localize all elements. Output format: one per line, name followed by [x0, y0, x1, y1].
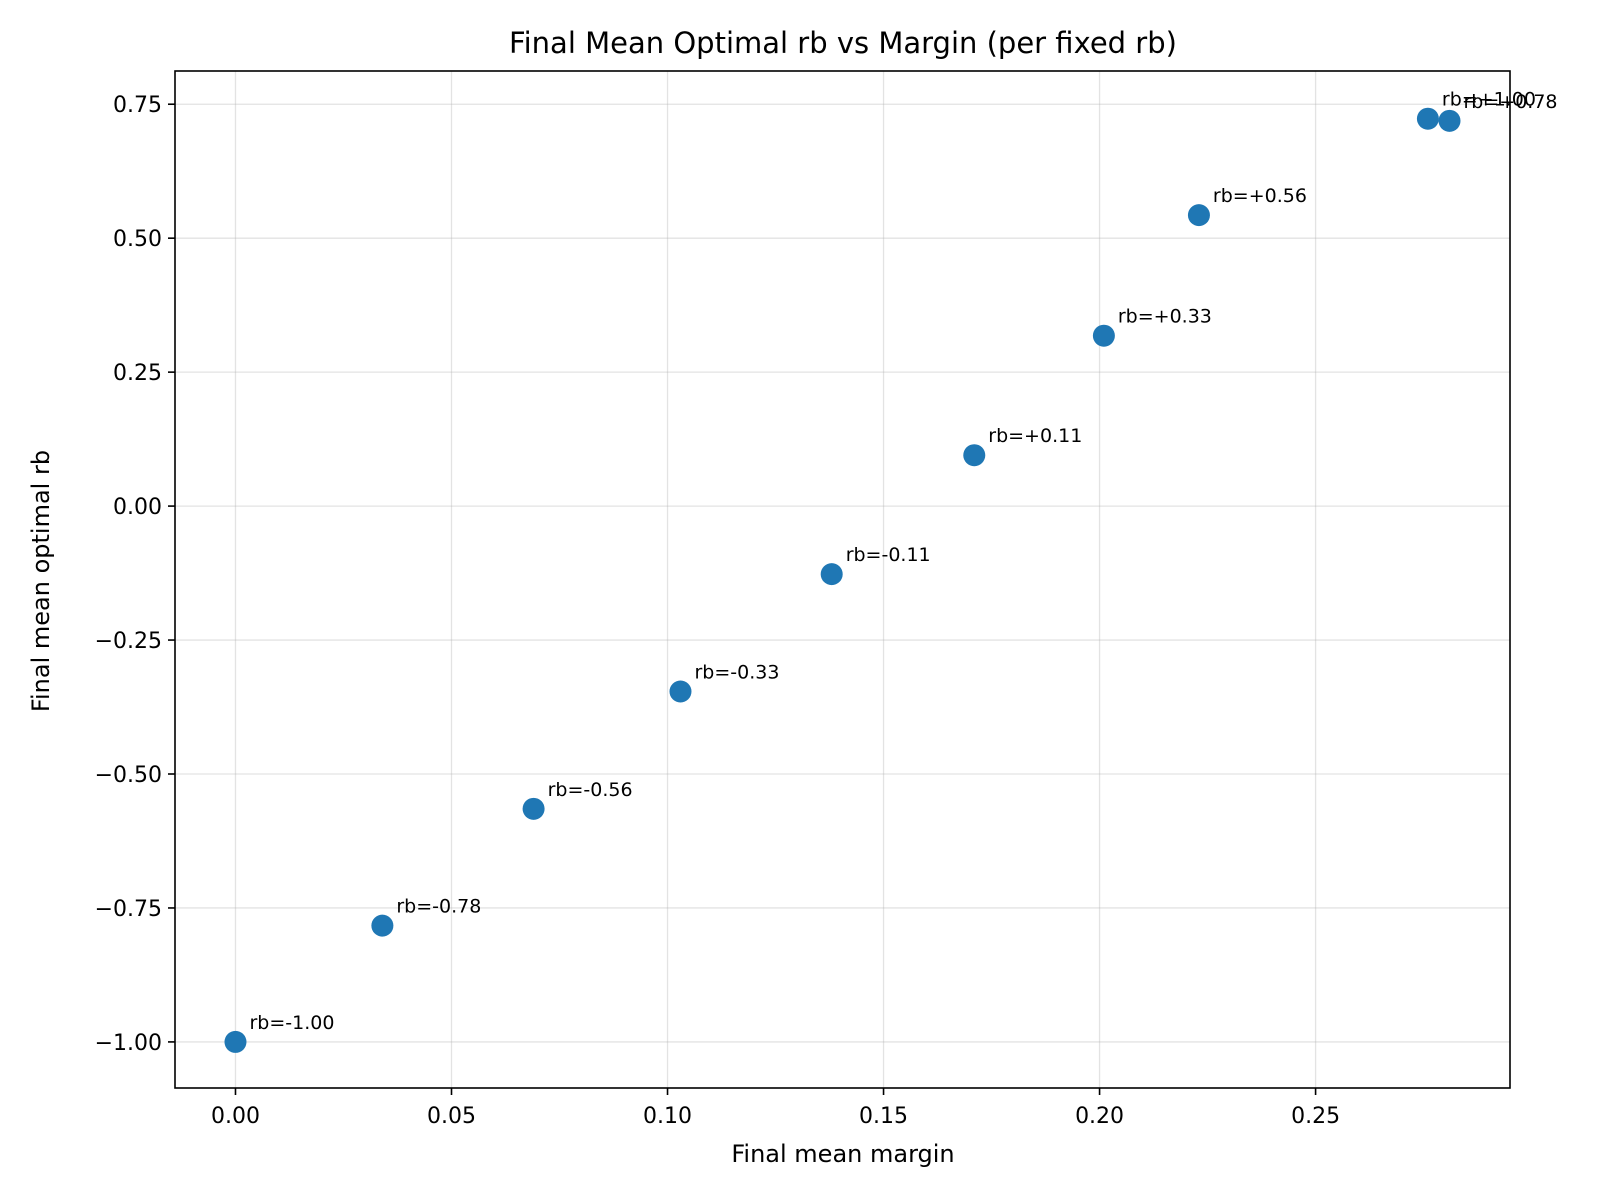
point-label: rb=-1.00	[249, 1012, 334, 1034]
x-tick-label: 0.20	[1075, 1104, 1124, 1129]
data-point	[963, 444, 986, 467]
point-label: rb=+0.56	[1213, 185, 1307, 207]
x-axis: 0.00 0.05 0.10 0.15 0.20 0.25	[211, 1088, 1340, 1129]
point-label: rb=-0.78	[396, 896, 481, 918]
point-label: rb=-0.11	[846, 544, 931, 566]
y-axis: −1.00 −0.75 −0.50 −0.25 0.00 0.25 0.50 0.75	[95, 93, 175, 1056]
y-tick-label: 0.00	[113, 495, 162, 520]
data-point	[522, 797, 545, 820]
y-tick-label: 0.25	[113, 361, 162, 386]
data-point	[1416, 107, 1439, 130]
point-label: rb=+1.00	[1442, 89, 1536, 111]
data-point	[371, 914, 394, 937]
y-tick-label: −0.50	[95, 763, 162, 788]
grid	[175, 71, 1510, 1088]
x-tick-label: 0.05	[427, 1104, 476, 1129]
x-tick-label: 0.10	[643, 1104, 692, 1129]
point-label: rb=-0.56	[548, 779, 633, 801]
data-point	[1187, 204, 1210, 227]
data-point	[820, 563, 843, 586]
y-tick-label: −1.00	[95, 1031, 162, 1056]
point-label: rb=-0.33	[694, 661, 779, 683]
x-tick-label: 0.25	[1291, 1104, 1340, 1129]
data-points	[224, 107, 1461, 1053]
x-tick-label: 0.00	[211, 1104, 260, 1129]
y-axis-label: Final mean optimal rb	[27, 450, 55, 712]
plot-frame	[174, 70, 1511, 1089]
y-tick-label: 0.50	[113, 227, 162, 252]
point-label: rb=+0.33	[1118, 306, 1212, 328]
x-tick-label: 0.15	[859, 1104, 908, 1129]
point-labels: rb=-1.00 rb=-0.78 rb=-0.56 rb=-0.33 rb=-0.11…	[249, 89, 1557, 1034]
data-point	[1092, 324, 1115, 347]
y-tick-label: −0.25	[95, 629, 162, 654]
point-label: rb=+0.78	[1464, 91, 1558, 113]
data-point	[669, 680, 692, 703]
plot-border	[174, 70, 1511, 1089]
x-axis-label: Final mean margin	[731, 1140, 954, 1168]
y-tick-label: −0.75	[95, 897, 162, 922]
chart-title: Final Mean Optimal rb vs Margin (per fix…	[509, 26, 1177, 60]
point-label: rb=+0.11	[988, 425, 1082, 447]
data-point	[224, 1030, 247, 1053]
y-tick-label: 0.75	[113, 93, 162, 118]
data-point	[1438, 109, 1461, 132]
